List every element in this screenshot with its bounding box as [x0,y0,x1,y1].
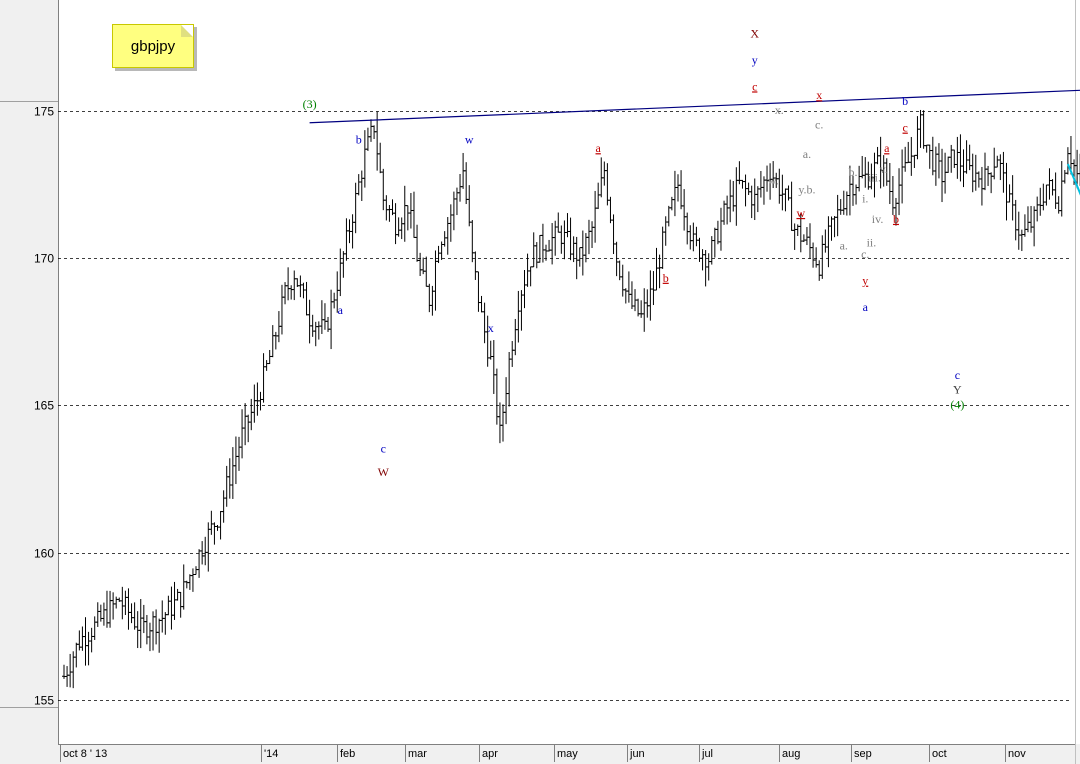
wave-label: Y [953,383,962,397]
wave-label: a. [840,238,848,252]
wave-label: iv. [872,212,884,226]
wave-label: y [752,53,758,67]
wave-label: x [488,321,494,335]
wave-label: w [465,132,474,146]
chart-title: gbpjpy [130,37,176,55]
wave-label: y [862,274,868,288]
y-axis-panel [0,0,58,744]
wave-label: c [752,79,757,93]
x-tick-label: feb [340,748,355,760]
wave-label: x [816,88,822,102]
x-axis-panel [0,744,1080,764]
x-tick-label: sep [854,748,872,760]
wave-label: y.b. [798,182,815,196]
x-tick-label: mar [408,748,427,760]
y-tick-label: 160 [34,547,54,561]
wave-label: a [863,300,869,314]
wave-label: c. [861,247,869,261]
x-tick-label: apr [482,748,498,760]
wave-label: w. [768,174,779,188]
x-tick-label: oct 8 ' 13 [63,748,107,760]
y-tick-label: 175 [34,105,54,119]
wave-label: b [663,271,669,285]
wave-label: x. [775,103,784,117]
wave-label: c [955,368,960,382]
wave-label: W [378,465,390,479]
y-tick-label: 165 [34,399,54,413]
wave-label: a [596,141,602,155]
wave-label: b [902,94,908,108]
trendline [309,89,1080,124]
y-tick-label: 155 [34,694,54,708]
x-tick-label: jul [701,748,713,760]
wave-label: ii. [867,235,877,249]
symbol-note: gbpjpy [112,24,194,68]
x-tick-label: '14 [264,748,278,760]
wave-label: b. [848,165,857,179]
wave-label: a [338,303,344,317]
wave-label: i. [862,191,868,205]
x-tick-label: jun [629,748,645,760]
wave-label: (4) [950,397,964,411]
recent-swing-line [1066,163,1080,196]
wave-label: w [796,206,805,220]
x-tick-label: may [557,748,578,760]
wave-label: a. [803,147,811,161]
x-tick-label: nov [1008,748,1026,760]
y-tick-label: 170 [34,252,54,266]
wave-label: b [356,132,362,146]
wave-label: b [893,212,899,226]
wave-label: X [750,26,759,40]
wave-label: iii. [868,171,881,185]
wave-label: c [903,121,908,135]
x-tick-label: oct [932,748,947,760]
x-tick-label: aug [782,748,800,760]
wave-label: c [381,442,386,456]
wave-label: (3) [303,97,317,111]
wave-label: c. [815,118,823,132]
wave-label: v. [880,162,888,176]
wave-label: a [884,141,890,155]
